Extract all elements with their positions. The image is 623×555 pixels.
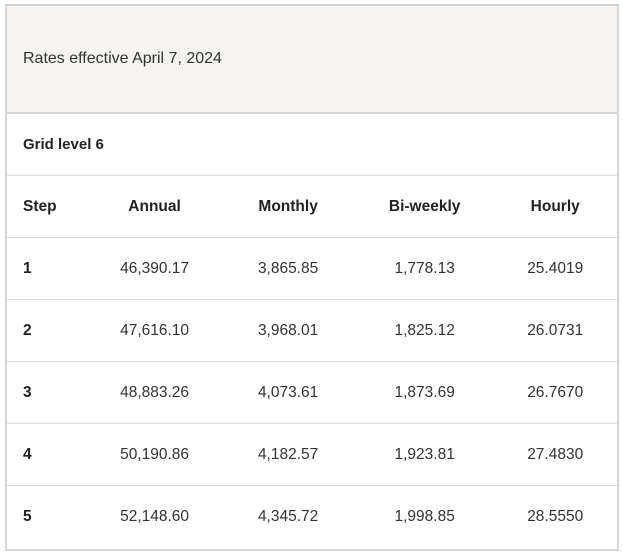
monthly-cell: 4,182.57: [257, 445, 319, 463]
hourly-cell: 27.4830: [527, 445, 584, 463]
annual-cell: 52,148.60: [120, 508, 190, 525]
column-header-step: Step: [23, 197, 57, 215]
monthly-cell: 4,345.72: [257, 508, 319, 525]
table-row: 4 50,190.86 4,182.57 1,923.81 27.4830: [7, 424, 617, 486]
grid-level-heading: Grid level 6: [7, 114, 617, 176]
table-caption: Rates effective April 7, 2024: [7, 6, 617, 114]
step-cell: 1: [23, 259, 32, 277]
table-row: 3 48,883.26 4,073.61 1,873.69 26.7670: [7, 362, 617, 424]
hourly-cell: 26.7670: [527, 383, 584, 401]
step-cell: 2: [23, 321, 32, 339]
step-cell: 3: [23, 383, 32, 401]
biweekly-cell: 1,778.13: [394, 259, 455, 277]
monthly-cell: 3,968.01: [257, 321, 319, 339]
monthly-cell: 3,865.85: [257, 259, 319, 277]
biweekly-cell: 1,873.69: [394, 383, 455, 401]
table-row: 1 46,390.17 3,865.85 1,778.13 25.4019: [7, 238, 617, 300]
column-header-monthly: Monthly: [258, 197, 318, 215]
column-header-hourly: Hourly: [530, 197, 580, 215]
table-row: 5 52,148.60 4,345.72 1,998.85 28.5550: [7, 486, 617, 548]
hourly-cell: 25.4019: [527, 259, 584, 277]
biweekly-cell: 1,923.81: [394, 445, 455, 463]
annual-cell: 48,883.26: [120, 383, 190, 401]
biweekly-cell: 1,998.85: [394, 508, 455, 525]
annual-cell: 50,190.86: [120, 445, 190, 463]
table-header-row: Step Annual Monthly Bi-weekly Hourly: [7, 176, 617, 238]
step-cell: 4: [23, 445, 32, 463]
annual-cell: 47,616.10: [120, 321, 190, 339]
pay-rates-table: Rates effective April 7, 2024 Grid level…: [5, 4, 619, 551]
step-cell: 5: [23, 508, 32, 525]
annual-cell: 46,390.17: [120, 259, 190, 277]
biweekly-cell: 1,825.12: [394, 321, 455, 339]
hourly-cell: 28.5550: [527, 508, 584, 525]
column-header-biweekly: Bi-weekly: [388, 197, 461, 215]
hourly-cell: 26.0731: [527, 321, 584, 339]
table-row: 2 47,616.10 3,968.01 1,825.12 26.0731: [7, 300, 617, 362]
monthly-cell: 4,073.61: [257, 383, 319, 401]
column-header-annual: Annual: [128, 197, 181, 215]
